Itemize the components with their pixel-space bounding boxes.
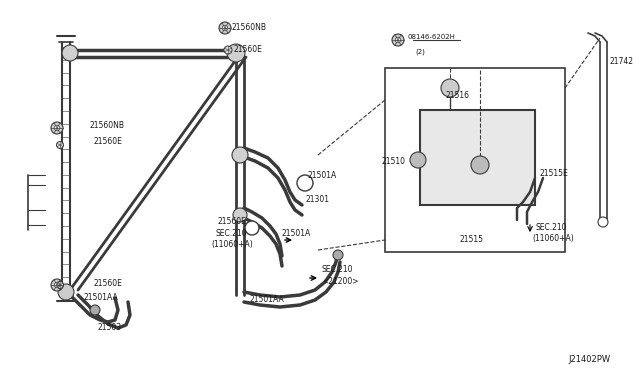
Circle shape	[58, 284, 74, 300]
Circle shape	[51, 279, 63, 291]
Bar	[385, 68, 565, 252]
Text: 21742: 21742	[610, 58, 634, 67]
Circle shape	[56, 282, 63, 289]
Circle shape	[219, 22, 231, 34]
Text: J21402PW: J21402PW	[568, 356, 610, 365]
Circle shape	[54, 125, 60, 131]
Circle shape	[392, 34, 404, 46]
Circle shape	[233, 208, 247, 222]
Bar	[420, 110, 535, 205]
Text: 21515: 21515	[460, 235, 484, 244]
Text: 21301: 21301	[305, 196, 329, 205]
Text: SEC.210: SEC.210	[215, 230, 246, 238]
Text: 21560NB: 21560NB	[90, 121, 125, 129]
Circle shape	[232, 147, 248, 163]
Text: 21501AA: 21501AA	[250, 295, 285, 304]
Circle shape	[396, 37, 401, 43]
Circle shape	[598, 217, 608, 227]
Text: 21510: 21510	[382, 157, 406, 167]
Text: 21501A: 21501A	[282, 230, 311, 238]
Text: <21200>: <21200>	[322, 276, 358, 285]
Circle shape	[224, 46, 232, 54]
Circle shape	[410, 152, 426, 168]
Circle shape	[227, 44, 245, 62]
Circle shape	[441, 79, 459, 97]
Circle shape	[56, 141, 63, 148]
Circle shape	[471, 156, 489, 174]
Text: (11060+A): (11060+A)	[211, 240, 253, 248]
Circle shape	[51, 122, 63, 134]
Text: 21560E: 21560E	[93, 137, 122, 145]
Text: (11060+A): (11060+A)	[532, 234, 573, 244]
Text: 21516: 21516	[445, 90, 469, 99]
Circle shape	[222, 25, 228, 31]
Circle shape	[245, 221, 259, 235]
Text: 21560E: 21560E	[218, 218, 247, 227]
Circle shape	[297, 175, 313, 191]
Circle shape	[54, 282, 60, 288]
Text: 21560E: 21560E	[233, 45, 262, 55]
Text: (2): (2)	[415, 49, 425, 55]
Text: 21515E: 21515E	[540, 169, 569, 177]
Text: 21503: 21503	[98, 324, 122, 333]
Text: SEC.210: SEC.210	[322, 266, 353, 275]
Circle shape	[62, 45, 78, 61]
Text: 21560E: 21560E	[93, 279, 122, 288]
Circle shape	[333, 250, 343, 260]
Circle shape	[90, 305, 100, 315]
Text: 08146-6202H: 08146-6202H	[407, 34, 455, 40]
Text: 21560NB: 21560NB	[231, 22, 266, 32]
Text: SEC.210: SEC.210	[536, 224, 568, 232]
Text: 21501AA: 21501AA	[83, 294, 118, 302]
Text: 21501A: 21501A	[308, 170, 337, 180]
